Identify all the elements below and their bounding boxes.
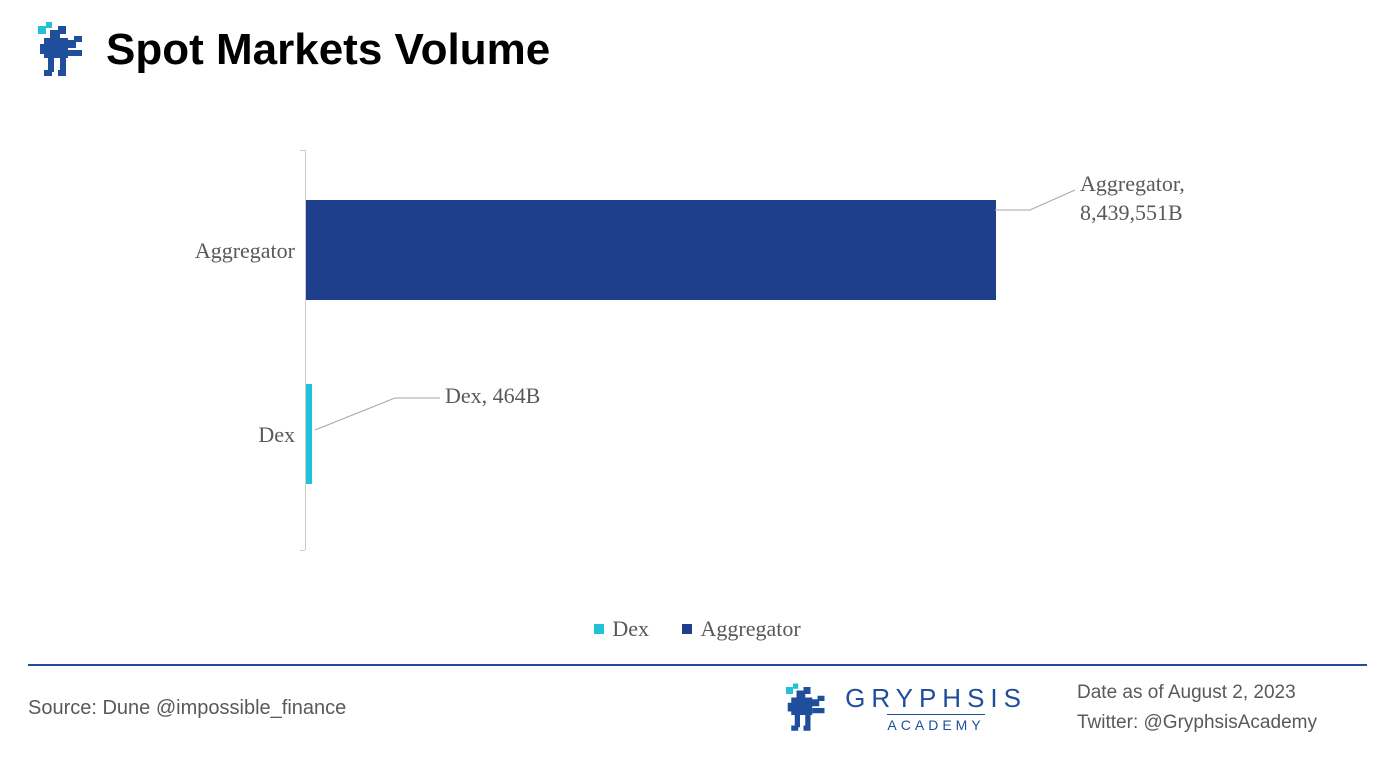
footer-brand: GRYPHSIS ACADEMY <box>779 680 1027 736</box>
legend-swatch-aggregator <box>682 624 692 634</box>
legend-swatch-dex <box>594 624 604 634</box>
legend-item-aggregator: Aggregator <box>682 616 800 642</box>
spot-volume-chart: Aggregator Dex Aggregator,8,439,551B Dex… <box>175 150 1225 570</box>
footer: Source: Dune @impossible_finance GRYPHSI… <box>28 678 1367 739</box>
legend-item-dex: Dex <box>594 616 649 642</box>
footer-meta: Date as of August 2, 2023 Twitter: @Gryp… <box>1077 678 1367 739</box>
gryphsis-footer-logo-icon <box>779 680 835 736</box>
footer-source: Source: Dune @impossible_finance <box>28 697 779 720</box>
footer-twitter: Twitter: @GryphsisAcademy <box>1077 708 1367 738</box>
footer-date: Date as of August 2, 2023 <box>1077 678 1367 708</box>
page-title: Spot Markets Volume <box>106 25 550 75</box>
chart-legend: Dex Aggregator <box>0 614 1395 642</box>
legend-label-dex: Dex <box>612 616 649 642</box>
gryphsis-logo-icon <box>30 18 94 82</box>
data-label-aggregator: Aggregator,8,439,551B <box>1080 170 1185 227</box>
brand-sub: ACADEMY <box>887 714 984 733</box>
data-label-dex: Dex, 464B <box>445 382 540 411</box>
brand-name: GRYPHSIS <box>845 683 1027 714</box>
footer-brand-text: GRYPHSIS ACADEMY <box>845 683 1027 733</box>
footer-divider <box>28 664 1367 666</box>
header: Spot Markets Volume <box>0 0 1395 82</box>
leader-line-dex <box>175 150 1225 570</box>
legend-label-aggregator: Aggregator <box>700 616 800 642</box>
